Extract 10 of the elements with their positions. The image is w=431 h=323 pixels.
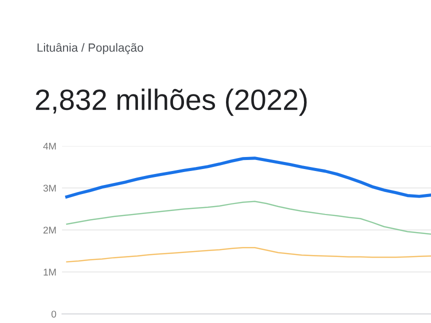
y-tick-label: 2M [43,226,56,234]
y-tick-label: 1M [44,268,56,276]
chart-subtitle: Lituânia / População [38,43,144,54]
y-tick-label: 3M [43,184,56,192]
chart-title: 2,832 milhões (2022) [36,88,307,116]
line-series [65,156,431,198]
y-tick-label: 0 [51,310,56,318]
line-series [66,200,431,235]
y-tick-label: 4M [43,142,56,150]
line-series [66,246,431,263]
